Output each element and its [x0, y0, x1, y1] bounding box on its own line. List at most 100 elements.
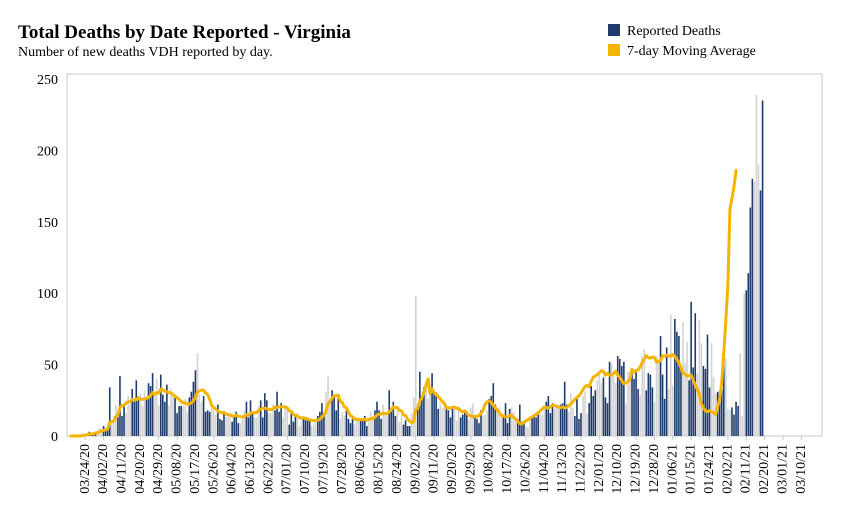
bar: [657, 358, 660, 436]
bar: [359, 418, 362, 436]
bar: [555, 407, 558, 436]
bar: [331, 390, 333, 436]
bar: [565, 404, 568, 436]
bar: [443, 403, 446, 436]
bar: [290, 413, 293, 436]
bar: [139, 393, 142, 436]
bar: [249, 400, 252, 436]
bar: [523, 423, 525, 436]
bar: [608, 361, 611, 436]
bar: [486, 410, 488, 436]
bar: [504, 403, 507, 436]
bar: [694, 313, 697, 436]
bar: [421, 398, 423, 436]
bar: [108, 387, 111, 436]
bar: [669, 314, 672, 436]
bar: [541, 414, 544, 436]
y-tick-label: 0: [51, 430, 58, 445]
bar: [692, 367, 694, 436]
y-tick-label: 50: [44, 359, 58, 374]
bar: [255, 417, 258, 436]
bar: [402, 424, 405, 436]
bar: [482, 416, 484, 436]
bar: [733, 414, 735, 436]
bar: [247, 417, 250, 436]
bar: [461, 414, 464, 436]
x-tick-label: 02/20/21: [757, 444, 772, 494]
bar: [441, 407, 444, 436]
bar: [521, 421, 523, 436]
bar: [741, 416, 743, 436]
bar: [712, 377, 715, 436]
bar: [519, 404, 521, 436]
bar: [737, 406, 739, 436]
legend-item-moving-average[interactable]: 7-day Moving Average: [608, 42, 756, 62]
bar: [451, 408, 454, 436]
x-tick-label: 11/22/20: [574, 444, 589, 493]
bar: [470, 407, 472, 436]
bar: [253, 417, 256, 436]
bar: [306, 418, 309, 436]
bar: [225, 417, 227, 436]
bar: [559, 404, 562, 436]
bar: [396, 410, 399, 436]
bar: [639, 394, 641, 436]
bar: [727, 408, 729, 436]
bar: [606, 403, 609, 436]
bar: [170, 388, 172, 436]
bar: [543, 406, 546, 436]
bar: [296, 413, 299, 436]
bar: [578, 418, 580, 436]
bar: [386, 416, 388, 436]
x-tick-label: 07/19/20: [316, 444, 331, 494]
bar: [394, 416, 397, 436]
bar: [761, 100, 764, 437]
bar: [618, 358, 621, 436]
bar: [370, 411, 372, 436]
legend-item-reported-deaths[interactable]: Reported Deaths: [608, 22, 756, 42]
bar: [463, 410, 466, 436]
bar: [304, 420, 307, 436]
bar: [272, 404, 274, 436]
bar: [602, 377, 605, 436]
bar: [749, 207, 752, 436]
bar: [308, 420, 311, 436]
bar: [292, 421, 295, 436]
bar: [315, 418, 317, 436]
x-tick-label: 04/11/20: [115, 444, 130, 493]
bar: [111, 424, 113, 436]
bar: [155, 378, 158, 436]
bar: [143, 390, 146, 436]
bar: [525, 426, 527, 436]
bar: [349, 423, 352, 436]
bar: [159, 374, 162, 436]
legend: Reported Deaths 7-day Moving Average: [608, 22, 756, 62]
bar: [457, 406, 460, 436]
bar: [178, 406, 180, 436]
bar: [453, 407, 456, 436]
bar: [417, 404, 419, 436]
bar: [337, 396, 340, 436]
x-tick-label: 06/04/20: [225, 444, 240, 494]
x-tick-label: 10/17/20: [500, 444, 515, 494]
bar: [239, 423, 242, 436]
bar: [623, 361, 625, 436]
bar: [465, 414, 468, 436]
bar: [321, 403, 323, 436]
chart-title: Total Deaths by Date Reported - Virginia: [18, 22, 351, 43]
bar: [429, 390, 431, 436]
bar: [476, 418, 478, 436]
bar: [149, 386, 152, 436]
x-tick-label: 06/13/20: [243, 444, 258, 494]
bar: [190, 391, 193, 436]
bar: [329, 400, 331, 436]
bar: [641, 356, 643, 436]
bar: [376, 401, 378, 436]
bar: [339, 418, 342, 436]
bar: [186, 411, 189, 436]
bar: [549, 413, 552, 436]
y-tick-label: 100: [37, 287, 58, 302]
bar: [153, 396, 156, 436]
bar: [616, 356, 619, 436]
